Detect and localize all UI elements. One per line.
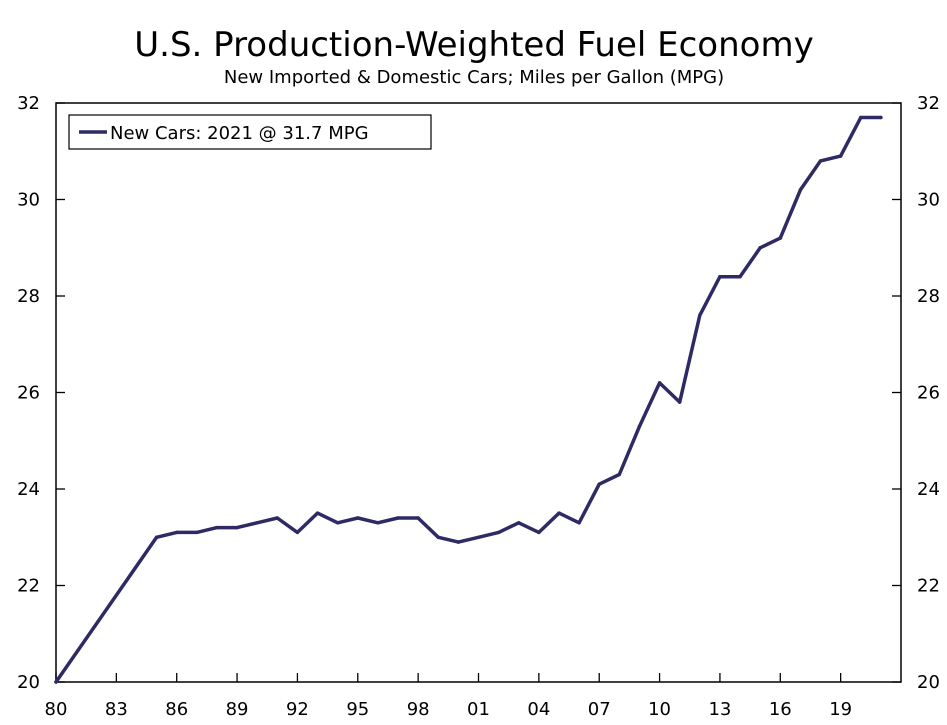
data-point: [315, 511, 320, 515]
legend: New Cars: 2021 @ 31.7 MPG: [68, 114, 432, 150]
data-point: [517, 521, 521, 525]
x-tick-label: 07: [588, 699, 611, 720]
data-point: [456, 540, 461, 544]
y-tick-label-right: 28: [917, 286, 940, 307]
data-point: [255, 521, 259, 525]
y-tick-label-left: 22: [17, 576, 40, 597]
data-point: [496, 530, 501, 535]
y-tick-label-left: 32: [17, 93, 40, 114]
data-point: [335, 521, 340, 525]
x-axis: 80 83 86 89 92 95 98 01 04 07 10 13 16 19: [45, 673, 852, 720]
x-tick-label: 13: [708, 699, 731, 720]
data-point: [195, 530, 199, 535]
y-tick-label-left: 26: [17, 383, 40, 404]
data-point: [637, 424, 642, 428]
data-point: [275, 516, 280, 520]
data-point: [577, 521, 581, 525]
x-tick-label: 95: [346, 699, 369, 720]
legend-box: [68, 114, 432, 150]
data-point: [657, 381, 662, 385]
chart-title: U.S. Production-Weighted Fuel Economy: [134, 25, 813, 65]
x-tick-label: 80: [45, 699, 68, 720]
chart-subtitle: New Imported & Domestic Cars; Miles per …: [224, 67, 724, 88]
x-tick-label: 92: [286, 699, 309, 720]
x-tick-label: 01: [467, 699, 490, 720]
x-tick-label: 89: [226, 699, 249, 720]
x-tick-label: 83: [105, 699, 128, 720]
y-tick-label-right: 30: [917, 190, 940, 211]
data-point: [677, 400, 682, 404]
x-tick-label: 86: [165, 699, 188, 720]
y-tick-label-left: 24: [17, 479, 40, 500]
data-point: [215, 525, 219, 530]
data-point: [617, 472, 622, 477]
data-point: [557, 511, 561, 515]
y-tick-label-right: 32: [917, 93, 940, 114]
data-point: [436, 535, 440, 539]
y-tick-label-right: 22: [917, 576, 940, 597]
y-tick-label-left: 20: [17, 672, 40, 693]
data-point: [597, 482, 601, 486]
data-point: [396, 516, 400, 520]
data-point: [295, 530, 300, 535]
data-point: [758, 246, 762, 250]
data-point: [859, 115, 863, 120]
data-point: [798, 188, 803, 192]
y-tick-label-right: 24: [917, 479, 940, 500]
data-point: [235, 525, 239, 530]
y-tick-label-left: 28: [17, 286, 40, 307]
data-point: [537, 530, 541, 535]
legend-label: New Cars: 2021 @ 31.7 MPG: [110, 123, 369, 144]
x-tick-label: 10: [648, 699, 671, 720]
data-point: [879, 115, 883, 120]
x-tick-label: 16: [769, 699, 792, 720]
data-point: [778, 236, 782, 240]
y-tick-label-right: 26: [917, 383, 940, 404]
plot-frame: [55, 102, 902, 683]
series-points: [54, 115, 883, 684]
data-point: [356, 516, 360, 520]
data-point: [738, 275, 742, 279]
data-point: [818, 159, 823, 163]
series-line-new-cars: [54, 115, 883, 684]
data-point: [718, 275, 722, 279]
data-point: [698, 313, 702, 317]
y-axis: 20 20 22 22 24 24 26 26 28 28 30 30 32 32: [17, 93, 940, 693]
data-point: [476, 535, 481, 539]
data-point: [416, 516, 420, 520]
data-point: [376, 521, 380, 525]
data-point: [54, 680, 58, 684]
x-tick-label: 98: [407, 699, 430, 720]
x-tick-label: 19: [829, 699, 852, 720]
x-tick-label: 04: [527, 699, 550, 720]
data-point: [175, 530, 179, 535]
data-point: [154, 535, 159, 539]
y-tick-label-right: 20: [917, 672, 940, 693]
data-point: [838, 154, 843, 158]
y-tick-label-left: 30: [17, 190, 40, 211]
